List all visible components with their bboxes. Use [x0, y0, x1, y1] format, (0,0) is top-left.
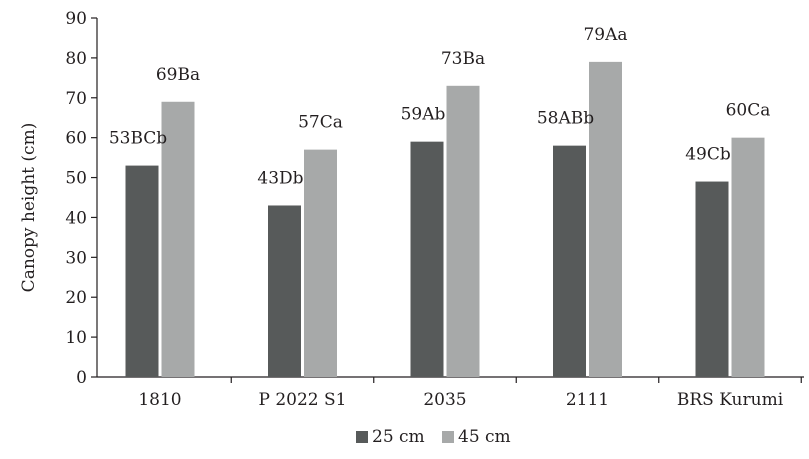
bar-25cm	[410, 141, 444, 377]
data-label: 43Db	[257, 168, 303, 188]
y-tick-label: 90	[65, 9, 87, 29]
data-label: 73Ba	[441, 49, 485, 69]
y-tick-label: 20	[65, 288, 87, 308]
bar-45cm	[731, 137, 765, 377]
legend-label-45cm: 45 cm	[458, 427, 511, 447]
data-label: 57Ca	[298, 113, 343, 133]
y-tick-label: 30	[65, 248, 87, 268]
x-category-label: 2111	[566, 390, 609, 410]
bar-45cm	[589, 61, 622, 377]
y-tick-label: 10	[65, 328, 87, 348]
y-tick-label: 60	[65, 129, 87, 149]
y-tick-label: 50	[65, 169, 87, 189]
bar-45cm	[304, 149, 337, 377]
x-category-label: 1810	[138, 390, 181, 410]
data-labels-layer: 53BCb 69Ba 43Db 57Ca 59Ab 73Ba 58ABb 79Aa 49Cb 60…	[109, 25, 771, 189]
data-label: 58ABb	[537, 109, 594, 129]
data-label: 59Ab	[401, 105, 446, 125]
y-tick-label: 0	[76, 368, 87, 388]
x-category-label: 2035	[423, 390, 466, 410]
y-tick-label: 80	[65, 49, 87, 69]
bar-25cm	[268, 205, 301, 377]
x-category-label: P 2022 S1	[259, 390, 347, 410]
data-label: 69Ba	[156, 65, 200, 85]
bar-25cm	[125, 165, 159, 377]
data-label: 49Cb	[685, 145, 731, 165]
legend-swatch-45cm	[442, 431, 454, 443]
bars-layer	[125, 61, 765, 378]
data-label: 60Ca	[726, 101, 771, 121]
x-category-label: BRS Kurumi	[677, 390, 784, 410]
y-tick-label: 70	[65, 89, 87, 109]
bar-45cm	[446, 85, 480, 378]
data-label: 53BCb	[109, 129, 167, 149]
bar-25cm	[553, 145, 586, 377]
bar-45cm	[161, 101, 195, 378]
axes-layer: 0 10 20 30 40 50 60 70 80 90 Canopy height (cm) 181…	[19, 9, 804, 410]
bar-25cm	[695, 181, 729, 377]
y-tick-label: 40	[65, 208, 87, 228]
legend: 25 cm 45 cm	[356, 427, 511, 447]
y-axis-title: Canopy height (cm)	[19, 123, 39, 293]
legend-swatch-25cm	[356, 431, 368, 443]
data-label: 79Aa	[583, 25, 627, 45]
legend-label-25cm: 25 cm	[372, 427, 425, 447]
